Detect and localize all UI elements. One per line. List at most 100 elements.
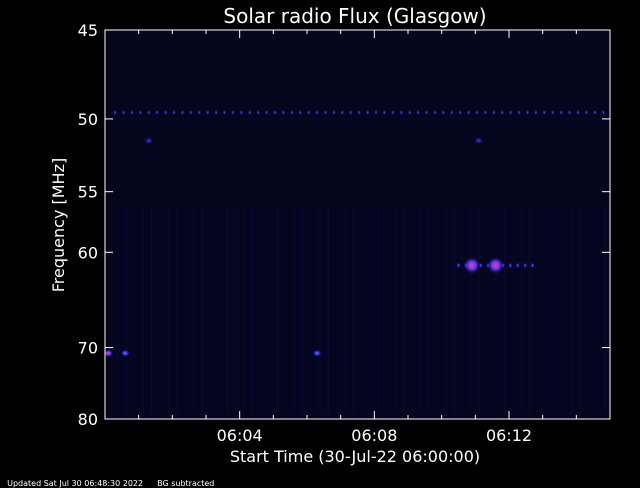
band-mark (112, 109, 118, 116)
noise-stripe (495, 205, 497, 414)
noise-stripe (285, 205, 287, 414)
y-tick-label: 45 (78, 21, 98, 40)
noise-stripe (352, 205, 355, 414)
band-mark (424, 109, 429, 116)
noise-stripe (478, 205, 481, 414)
band-mark (542, 109, 547, 116)
band-mark (533, 109, 539, 116)
band-mark (188, 109, 194, 116)
band-mark (601, 109, 606, 116)
band-mark (255, 109, 261, 116)
noise-stripe (545, 205, 548, 414)
plot-frame (104, 29, 611, 420)
band-mark (138, 109, 143, 116)
band-mark (515, 262, 520, 269)
spot-mark (312, 349, 323, 358)
band-mark (432, 109, 438, 116)
x-tick-label: 06:12 (486, 426, 532, 445)
spot-mark (473, 136, 484, 145)
noise-stripe (562, 205, 565, 414)
noise-stripe (344, 205, 346, 414)
noise-stripe (218, 205, 220, 414)
noise-stripe (587, 205, 590, 414)
spot-mark (143, 136, 154, 145)
band-mark (154, 109, 160, 116)
band-mark (457, 109, 463, 116)
noise-stripe (117, 205, 119, 414)
noise-stripe (159, 205, 161, 414)
band-mark (239, 109, 244, 116)
noise-stripe (176, 205, 178, 414)
y-tick-label: 55 (78, 183, 98, 202)
noise-stripe (470, 205, 472, 414)
band-mark (584, 109, 589, 116)
noise-stripe (394, 205, 397, 414)
band-mark (213, 109, 219, 116)
band-mark (121, 109, 126, 116)
band-mark (281, 109, 286, 116)
noise-stripe (302, 205, 304, 414)
noise-stripe (579, 205, 581, 414)
noise-stripe (377, 205, 380, 414)
noise-stripe (268, 205, 271, 414)
noise-stripe (327, 205, 329, 414)
band-mark (407, 109, 412, 116)
noise-stripe (235, 205, 237, 414)
noise-stripe (503, 205, 506, 414)
band-mark (491, 109, 497, 116)
band-mark (456, 262, 461, 269)
band-mark (356, 109, 362, 116)
noise-stripe (436, 205, 439, 414)
band-mark (146, 109, 151, 116)
plot-area (105, 30, 610, 419)
band-mark (365, 109, 370, 116)
noise-stripe (167, 205, 170, 414)
spot-mark (103, 349, 114, 358)
noise-stripe (487, 205, 489, 414)
noise-stripe (411, 205, 413, 414)
noise-stripe (277, 205, 279, 414)
band-mark (567, 109, 572, 116)
noise-stripe (134, 205, 136, 414)
noise-stripe (596, 205, 598, 414)
noise-stripe (571, 205, 573, 414)
band-mark (306, 109, 311, 116)
noise-stripe (403, 205, 405, 414)
noise-stripe (251, 205, 254, 414)
x-tick-label: 06:04 (217, 426, 263, 445)
noise-stripe (537, 205, 539, 414)
spot-mark (120, 349, 131, 358)
noise-stripe (184, 205, 187, 414)
band-mark (348, 109, 353, 116)
band-mark (180, 109, 185, 116)
band-mark (298, 109, 303, 116)
noise-stripe (386, 205, 388, 414)
band-mark (205, 109, 210, 116)
band-mark (373, 109, 379, 116)
band-mark (441, 109, 446, 116)
band-mark (508, 262, 513, 269)
chart-title: Solar radio Flux (Glasgow) (223, 4, 486, 28)
noise-stripe (151, 205, 153, 414)
band-mark (289, 109, 295, 116)
noise-stripe (193, 205, 195, 414)
band-mark (247, 109, 252, 116)
band-mark (415, 109, 421, 116)
spot-mark (486, 256, 505, 275)
noise-stripe (335, 205, 338, 414)
bg-note: BG subtracted (157, 479, 215, 488)
emission-features (103, 109, 606, 358)
band-mark (500, 109, 505, 116)
band-mark (592, 109, 598, 116)
noise-stripe (604, 205, 607, 414)
noise-stripe (201, 205, 203, 414)
x-tick-label: 06:08 (351, 426, 397, 445)
y-tick-label: 70 (78, 339, 98, 358)
y-tick-label: 60 (78, 243, 98, 262)
band-mark (340, 109, 345, 116)
band-mark (530, 262, 535, 269)
band-mark (382, 109, 387, 116)
band-mark (390, 109, 396, 116)
noise-stripe (319, 205, 321, 414)
